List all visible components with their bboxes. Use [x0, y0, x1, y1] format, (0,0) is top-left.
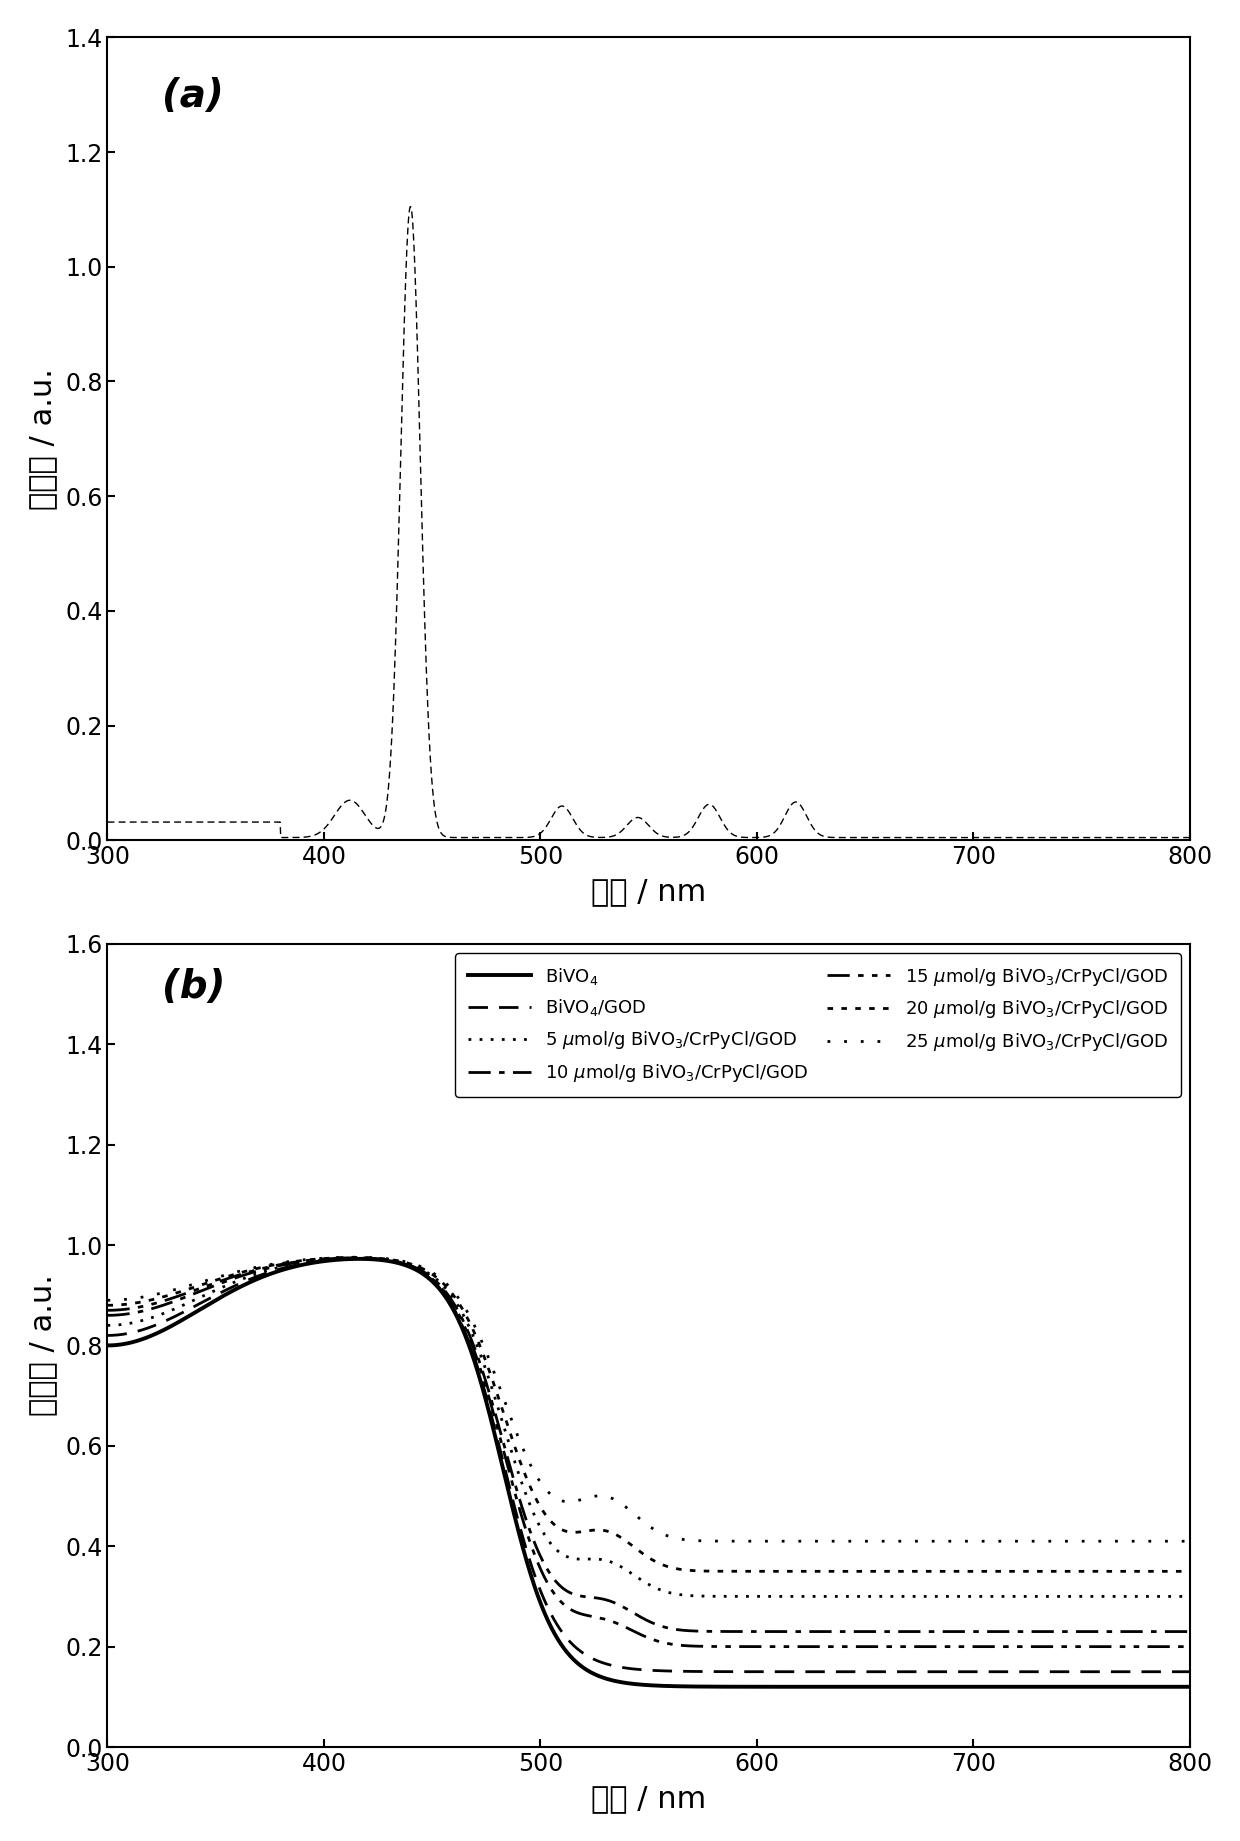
5 $\mu$mol/g BiVO$_3$/CrPyCl/GOD — [1182, 1585, 1197, 1607]
BiVO$_4$ — [1151, 1675, 1166, 1697]
20 $\mu$mol/g BiVO$_3$/CrPyCl/GOD — [347, 1246, 362, 1268]
20 $\mu$mol/g BiVO$_3$/CrPyCl/GOD — [598, 1519, 613, 1541]
10 $\mu$mol/g BiVO$_3$/CrPyCl/GOD — [1152, 1620, 1167, 1642]
15 $\mu$mol/g BiVO$_3$/CrPyCl/GOD — [626, 1620, 641, 1642]
5 $\mu$mol/g BiVO$_3$/CrPyCl/GOD — [100, 1314, 115, 1337]
15 $\mu$mol/g BiVO$_3$/CrPyCl/GOD — [1182, 1635, 1197, 1657]
Line: 25 $\mu$mol/g BiVO$_3$/CrPyCl/GOD: 25 $\mu$mol/g BiVO$_3$/CrPyCl/GOD — [108, 1257, 1189, 1541]
BiVO$_4$/GOD — [100, 1324, 115, 1346]
15 $\mu$mol/g BiVO$_3$/CrPyCl/GOD — [155, 1291, 170, 1313]
15 $\mu$mol/g BiVO$_3$/CrPyCl/GOD — [1151, 1635, 1166, 1657]
10 $\mu$mol/g BiVO$_3$/CrPyCl/GOD — [100, 1303, 115, 1326]
Y-axis label: 吸光度 / a.u.: 吸光度 / a.u. — [27, 368, 57, 510]
10 $\mu$mol/g BiVO$_3$/CrPyCl/GOD — [347, 1246, 362, 1268]
20 $\mu$mol/g BiVO$_3$/CrPyCl/GOD — [155, 1287, 170, 1309]
BiVO$_4$/GOD — [350, 1248, 365, 1270]
Text: (a): (a) — [161, 77, 223, 116]
5 $\mu$mol/g BiVO$_3$/CrPyCl/GOD — [598, 1550, 613, 1572]
Line: 15 $\mu$mol/g BiVO$_3$/CrPyCl/GOD: 15 $\mu$mol/g BiVO$_3$/CrPyCl/GOD — [108, 1257, 1189, 1646]
20 $\mu$mol/g BiVO$_3$/CrPyCl/GOD — [1182, 1561, 1197, 1583]
BiVO$_4$ — [1152, 1675, 1167, 1697]
20 $\mu$mol/g BiVO$_3$/CrPyCl/GOD — [1151, 1561, 1166, 1583]
25 $\mu$mol/g BiVO$_3$/CrPyCl/GOD — [598, 1486, 613, 1508]
Line: BiVO$_4$/GOD: BiVO$_4$/GOD — [108, 1259, 1189, 1672]
10 $\mu$mol/g BiVO$_3$/CrPyCl/GOD — [1151, 1620, 1166, 1642]
15 $\mu$mol/g BiVO$_3$/CrPyCl/GOD — [345, 1246, 360, 1268]
X-axis label: 波长 / nm: 波长 / nm — [591, 878, 707, 906]
5 $\mu$mol/g BiVO$_3$/CrPyCl/GOD — [626, 1565, 641, 1587]
BiVO$_4$/GOD — [626, 1659, 641, 1681]
10 $\mu$mol/g BiVO$_3$/CrPyCl/GOD — [598, 1589, 613, 1611]
X-axis label: 波长 / nm: 波长 / nm — [591, 1784, 707, 1813]
20 $\mu$mol/g BiVO$_3$/CrPyCl/GOD — [952, 1561, 967, 1583]
BiVO$_4$/GOD — [1151, 1661, 1166, 1683]
BiVO$_4$ — [626, 1673, 641, 1696]
15 $\mu$mol/g BiVO$_3$/CrPyCl/GOD — [1152, 1635, 1167, 1657]
10 $\mu$mol/g BiVO$_3$/CrPyCl/GOD — [155, 1294, 170, 1316]
5 $\mu$mol/g BiVO$_3$/CrPyCl/GOD — [351, 1246, 366, 1268]
BiVO$_4$ — [952, 1675, 967, 1697]
BiVO$_4$ — [1182, 1675, 1197, 1697]
Line: BiVO$_4$: BiVO$_4$ — [108, 1259, 1189, 1686]
Y-axis label: 吸光度 / a.u.: 吸光度 / a.u. — [27, 1274, 57, 1416]
20 $\mu$mol/g BiVO$_3$/CrPyCl/GOD — [100, 1294, 115, 1316]
BiVO$_4$ — [100, 1335, 115, 1357]
10 $\mu$mol/g BiVO$_3$/CrPyCl/GOD — [1182, 1620, 1197, 1642]
BiVO$_4$ — [155, 1320, 170, 1342]
Line: 10 $\mu$mol/g BiVO$_3$/CrPyCl/GOD: 10 $\mu$mol/g BiVO$_3$/CrPyCl/GOD — [108, 1257, 1189, 1631]
25 $\mu$mol/g BiVO$_3$/CrPyCl/GOD — [1151, 1530, 1166, 1552]
BiVO$_4$/GOD — [598, 1653, 613, 1675]
BiVO$_4$/GOD — [952, 1661, 967, 1683]
25 $\mu$mol/g BiVO$_3$/CrPyCl/GOD — [626, 1502, 641, 1524]
15 $\mu$mol/g BiVO$_3$/CrPyCl/GOD — [598, 1609, 613, 1631]
BiVO$_4$/GOD — [1152, 1661, 1167, 1683]
BiVO$_4$ — [352, 1248, 367, 1270]
20 $\mu$mol/g BiVO$_3$/CrPyCl/GOD — [626, 1535, 641, 1557]
Legend: BiVO$_4$, BiVO$_4$/GOD, 5 $\mu$mol/g BiVO$_3$/CrPyCl/GOD, 10 $\mu$mol/g BiVO$_3$: BiVO$_4$, BiVO$_4$/GOD, 5 $\mu$mol/g BiV… — [455, 954, 1180, 1097]
15 $\mu$mol/g BiVO$_3$/CrPyCl/GOD — [100, 1300, 115, 1322]
20 $\mu$mol/g BiVO$_3$/CrPyCl/GOD — [1152, 1561, 1167, 1583]
25 $\mu$mol/g BiVO$_3$/CrPyCl/GOD — [100, 1289, 115, 1311]
Text: (b): (b) — [161, 968, 224, 1005]
5 $\mu$mol/g BiVO$_3$/CrPyCl/GOD — [1152, 1585, 1167, 1607]
5 $\mu$mol/g BiVO$_3$/CrPyCl/GOD — [952, 1585, 967, 1607]
25 $\mu$mol/g BiVO$_3$/CrPyCl/GOD — [1182, 1530, 1197, 1552]
Line: 20 $\mu$mol/g BiVO$_3$/CrPyCl/GOD: 20 $\mu$mol/g BiVO$_3$/CrPyCl/GOD — [108, 1257, 1189, 1572]
25 $\mu$mol/g BiVO$_3$/CrPyCl/GOD — [155, 1281, 170, 1303]
10 $\mu$mol/g BiVO$_3$/CrPyCl/GOD — [626, 1602, 641, 1624]
10 $\mu$mol/g BiVO$_3$/CrPyCl/GOD — [952, 1620, 967, 1642]
25 $\mu$mol/g BiVO$_3$/CrPyCl/GOD — [952, 1530, 967, 1552]
25 $\mu$mol/g BiVO$_3$/CrPyCl/GOD — [347, 1246, 362, 1268]
BiVO$_4$/GOD — [155, 1311, 170, 1333]
15 $\mu$mol/g BiVO$_3$/CrPyCl/GOD — [952, 1635, 967, 1657]
Line: 5 $\mu$mol/g BiVO$_3$/CrPyCl/GOD: 5 $\mu$mol/g BiVO$_3$/CrPyCl/GOD — [108, 1257, 1189, 1596]
5 $\mu$mol/g BiVO$_3$/CrPyCl/GOD — [155, 1303, 170, 1326]
BiVO$_4$ — [598, 1668, 613, 1690]
BiVO$_4$/GOD — [1182, 1661, 1197, 1683]
5 $\mu$mol/g BiVO$_3$/CrPyCl/GOD — [1151, 1585, 1166, 1607]
25 $\mu$mol/g BiVO$_3$/CrPyCl/GOD — [1152, 1530, 1167, 1552]
